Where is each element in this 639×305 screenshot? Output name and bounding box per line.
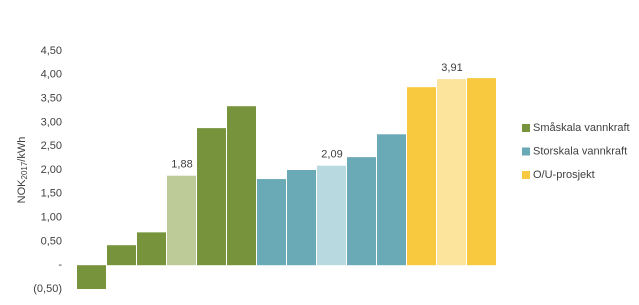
- y-label-unit: /kWh: [16, 137, 28, 162]
- bar: [377, 134, 406, 266]
- data-label: 2,09: [321, 149, 342, 161]
- bar: [257, 179, 286, 266]
- y-tick-label: 3,50: [41, 93, 62, 105]
- y-tick-label: 4,50: [41, 45, 62, 57]
- y-label-sub: 2017: [20, 161, 29, 179]
- legend-swatch: [522, 124, 530, 132]
- bar: [197, 128, 226, 266]
- bar: [77, 265, 106, 289]
- data-label: 1,88: [171, 159, 192, 171]
- y-axis-label: NOK2017/kWh: [16, 137, 29, 204]
- bar: [407, 87, 436, 266]
- bar: [437, 79, 466, 266]
- y-tick-label: 3,00: [41, 116, 62, 128]
- y-tick-label: -: [58, 259, 62, 271]
- legend-swatch: [522, 147, 530, 156]
- y-tick-label: 2,50: [41, 140, 62, 152]
- legend-swatch: [522, 171, 530, 179]
- y-tick-label: 0,50: [41, 235, 62, 247]
- legend-label: Storskala vannkraft: [533, 145, 627, 157]
- bar: [467, 78, 496, 266]
- data-label: 3,91: [441, 62, 462, 74]
- bar: [317, 165, 346, 266]
- y-tick-label: 1,00: [41, 212, 62, 224]
- y-tick-label: 1,50: [41, 188, 62, 200]
- legend-label: O/U-prosjekt: [533, 169, 595, 181]
- y-tick-label: (0,50): [33, 283, 62, 295]
- bar: [167, 175, 196, 266]
- y-label-main: NOK: [16, 179, 28, 204]
- bar: [347, 157, 376, 266]
- y-tick-label: 2,00: [41, 164, 62, 176]
- bar: [107, 245, 136, 266]
- bar: [137, 232, 166, 266]
- legend-label: Småskala vannkraft: [533, 122, 630, 134]
- bar: [227, 106, 256, 266]
- y-tick-label: 4,00: [41, 69, 62, 81]
- bar: [287, 170, 316, 266]
